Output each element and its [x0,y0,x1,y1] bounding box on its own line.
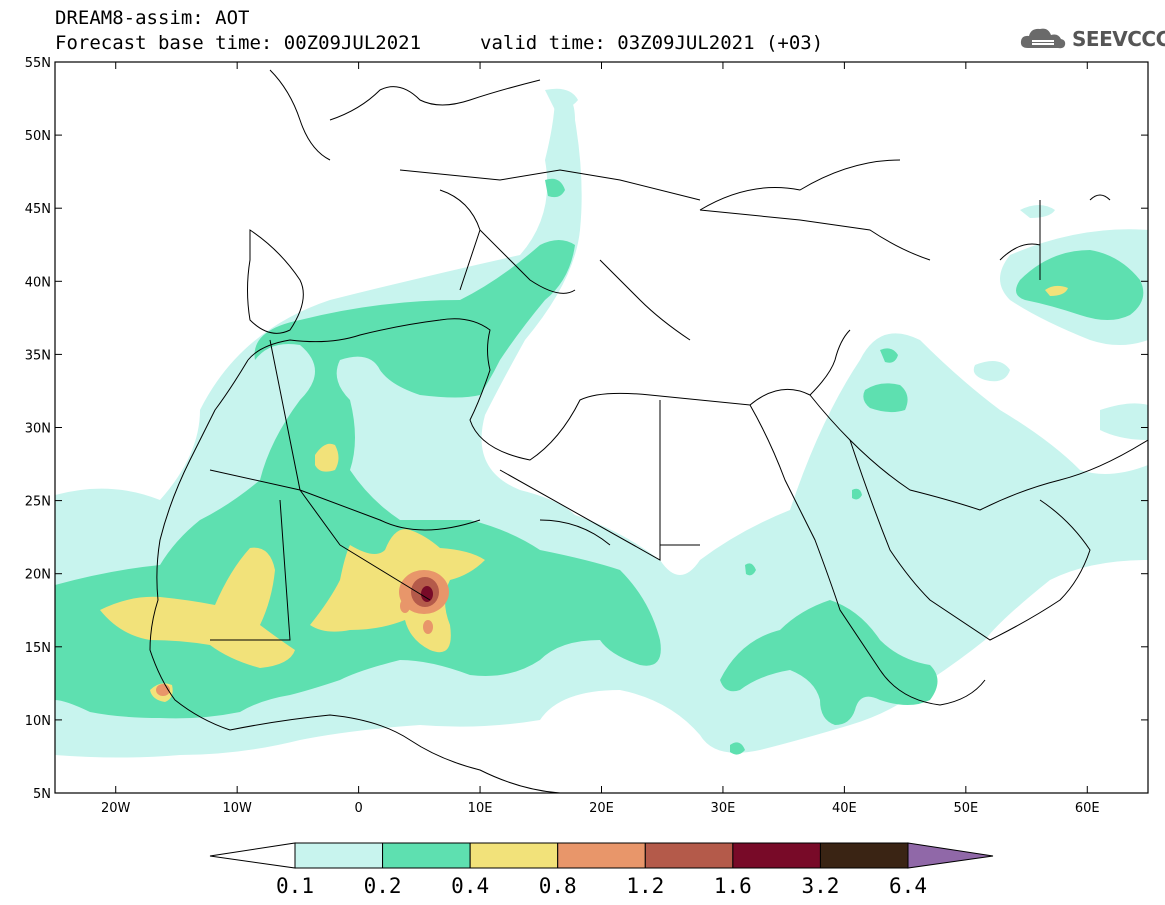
lon-tick-label: 10W [222,801,252,816]
lat-tick-label: 45N [25,202,51,217]
lat-tick-label: 10N [25,714,51,729]
colorbar-label: 6.4 [889,874,927,898]
colorbar-box [819,842,909,869]
colorbar-label: 3.2 [801,874,839,898]
colorbar-under-arrow [209,842,296,869]
lon-tick-label: 10E [468,801,493,816]
cloud-icon [1020,28,1066,49]
colorbar-label: 0.4 [451,874,489,898]
colorbar-box [644,842,734,869]
coastlines [149,69,1148,793]
forecast-base-time: Forecast base time: 00Z09JUL2021 [55,32,422,54]
seevccc-logo: SEEVCCC [1018,24,1165,54]
colorbar-label: 1.2 [626,874,664,898]
lat-tick-label: 55N [25,56,51,71]
valid-time: valid time: 03Z09JUL2021 (+03) [480,32,824,54]
lon-tick-label: 30E [711,801,736,816]
colorbar-box [732,842,821,869]
lon-tick-label: 0 [354,801,362,816]
lat-tick-label: 5N [33,787,51,802]
lat-tick-label: 40N [25,275,51,290]
lon-tick-label: 20E [589,801,614,816]
aot-level-0.4 [100,285,1068,702]
axis-ticks [55,61,1148,794]
lat-tick-label: 20N [25,568,51,583]
colorbar-label: 0.2 [364,874,402,898]
lat-tick-label: 35N [25,348,51,363]
colorbar-box [382,842,471,869]
colorbar-box [294,842,384,869]
lat-tick-label: 25N [25,495,51,510]
map-title: DREAM8-assim: AOT [55,7,250,29]
colorbar-label: 0.1 [276,874,314,898]
colorbar: 0.1 0.2 0.4 0.8 1.2 1.6 3.2 6.4 [209,842,994,898]
lat-tick-label: 50N [25,129,51,144]
aot-field [55,62,1148,793]
logo-text: SEEVCCC [1072,27,1165,51]
axis-tick-labels: 55N 50N 45N 40N 35N 30N 25N 20N 15N 10N 5N 20W 10W 0 1… [25,56,1100,816]
colorbar-box [557,842,646,869]
colorbar-over-arrow [907,842,994,869]
colorbar-label: 1.6 [714,874,752,898]
lon-tick-label: 50E [953,801,978,816]
colorbar-box [469,842,559,869]
aot-level-0.2 [55,178,1144,755]
lon-tick-label: 40E [832,801,857,816]
aot-level-1.6 [421,586,433,602]
colorbar-label: 0.8 [539,874,577,898]
lat-tick-label: 15N [25,641,51,656]
lon-tick-label: 60E [1075,801,1100,816]
lat-tick-label: 30N [25,422,51,437]
lon-tick-label: 20W [101,801,131,816]
